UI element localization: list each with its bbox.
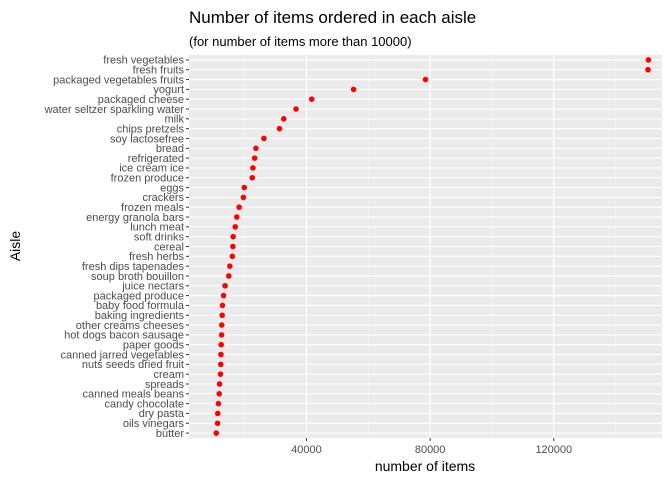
y-tick-label: eggs	[160, 182, 184, 194]
x-tick-label: 120000	[535, 444, 572, 456]
data-point	[213, 430, 220, 436]
y-tick-label: soup broth bouillon	[91, 271, 184, 283]
data-point	[214, 420, 221, 427]
data-point	[249, 174, 256, 181]
data-points	[213, 57, 652, 436]
chart-subtitle: (for number of items more than 10000)	[189, 34, 412, 49]
y-tick-label: packaged vegetables fruits	[53, 74, 184, 86]
x-axis-title: number of items	[375, 458, 475, 474]
data-point	[216, 381, 223, 387]
y-tick-label: milk	[164, 114, 184, 126]
y-tick-label: fresh vegetables	[103, 55, 184, 67]
y-tick-label: juice nectars	[121, 281, 184, 293]
y-tick-label: frozen meals	[121, 202, 184, 214]
data-point	[233, 214, 240, 220]
data-point	[261, 135, 267, 142]
y-tick-label: refrigerated	[128, 153, 184, 165]
data-point	[215, 400, 222, 407]
y-tick-label: soft drinks	[134, 231, 185, 243]
data-point	[219, 302, 226, 309]
data-point	[236, 204, 242, 211]
data-point	[230, 243, 236, 250]
y-tick-label: crackers	[142, 192, 184, 204]
data-point	[218, 341, 224, 348]
y-tick-label: baking ingredients	[95, 310, 185, 322]
y-tick-label: packaged produce	[93, 290, 184, 302]
data-point	[229, 253, 236, 260]
x-tick-label: 80000	[415, 444, 446, 456]
data-point	[227, 263, 233, 269]
y-tick-label: lunch meat	[130, 222, 184, 234]
data-point	[218, 351, 224, 358]
y-tick-label: candy chocolate	[105, 398, 185, 410]
y-tick-label: fresh herbs	[129, 251, 185, 263]
y-tick-label: hot dogs bacon sausage	[64, 330, 184, 342]
data-point	[645, 66, 651, 73]
data-point	[280, 116, 287, 122]
data-point	[220, 292, 227, 299]
data-point	[218, 332, 225, 338]
y-tick-label: dry pasta	[139, 408, 185, 420]
data-point	[230, 233, 236, 240]
y-tick-label: ice cream ice	[119, 163, 184, 175]
data-point	[218, 322, 225, 328]
y-tick-label: cereal	[154, 241, 184, 253]
y-tick-label: paper goods	[123, 340, 185, 352]
y-tick-label: canned jarred vegetables	[60, 349, 184, 361]
y-tick-label: fresh dips tapenades	[82, 261, 185, 273]
y-tick-label: chips pretzels	[117, 123, 185, 135]
data-point	[217, 361, 224, 368]
data-point	[350, 86, 357, 93]
x-tick-labels: 40000 80000 120000	[291, 438, 572, 456]
y-tick-label: baby food formula	[96, 300, 185, 312]
y-tick-label: water seltzer sparkling water	[44, 104, 185, 116]
data-point	[214, 410, 221, 417]
data-point	[222, 282, 228, 289]
y-tick-label: butter	[156, 428, 184, 440]
data-point	[240, 194, 247, 201]
y-tick-label: canned meals beans	[82, 389, 184, 401]
y-axis-title: Aisle	[7, 231, 23, 262]
y-tick-label: oils vinegars	[123, 418, 185, 430]
data-point	[276, 125, 283, 132]
y-tick-label: energy granola bars	[86, 212, 184, 224]
data-point	[232, 224, 239, 230]
chart-title: Number of items ordered in each aisle	[189, 8, 476, 27]
x-tick-label: 40000	[291, 444, 322, 456]
y-tick-label: fresh fruits	[133, 65, 185, 77]
data-point	[422, 76, 429, 83]
data-point	[225, 273, 232, 279]
data-point	[253, 145, 259, 152]
data-point	[250, 165, 256, 171]
data-point	[219, 312, 225, 319]
data-point	[645, 57, 652, 63]
y-tick-label: bread	[156, 143, 184, 155]
y-tick-label: packaged cheese	[98, 94, 184, 106]
data-point	[293, 106, 299, 112]
y-tick-label: soy lactosefree	[110, 133, 184, 145]
y-tick-label: spreads	[145, 379, 185, 391]
y-tick-label: nuts seeds dried fruit	[82, 359, 184, 371]
data-point	[217, 371, 224, 377]
y-tick-label: frozen produce	[111, 173, 184, 185]
y-tick-label: other creams cheeses	[76, 320, 185, 332]
y-tick-label: yogurt	[153, 84, 184, 96]
data-point	[251, 155, 258, 161]
data-point	[308, 96, 315, 102]
data-point	[241, 184, 248, 191]
y-tick-label: cream	[153, 369, 184, 381]
data-point	[216, 391, 223, 397]
